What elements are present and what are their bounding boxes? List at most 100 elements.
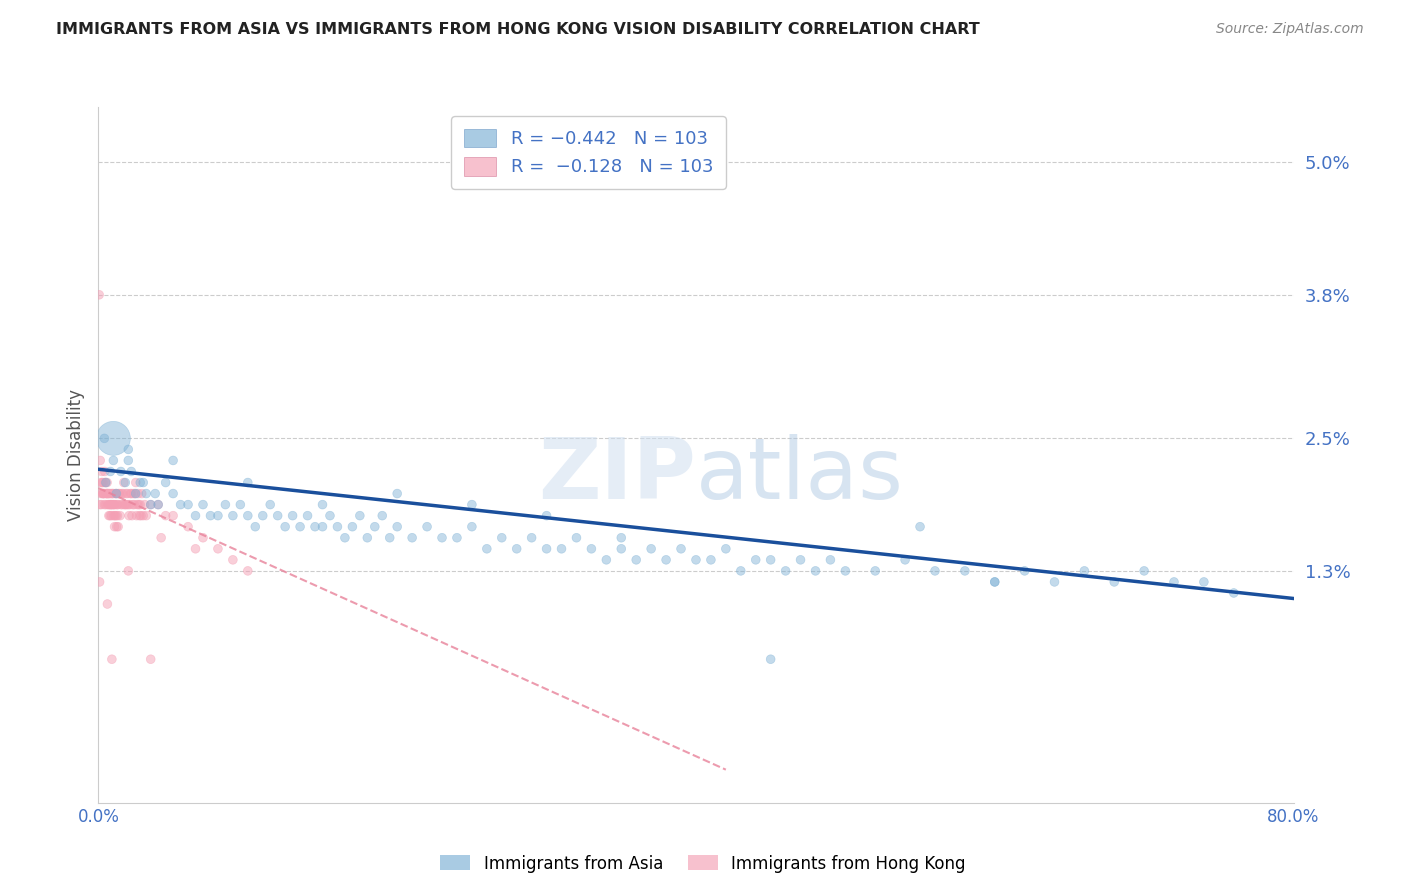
Point <box>364 519 387 533</box>
Point <box>1104 574 1126 589</box>
Point <box>536 508 558 523</box>
Point <box>105 498 128 512</box>
Point <box>139 498 162 512</box>
Point <box>236 508 259 523</box>
Point <box>108 486 131 500</box>
Point <box>685 553 707 567</box>
Point <box>117 442 139 457</box>
Point <box>127 498 149 512</box>
Point <box>89 498 111 512</box>
Point <box>132 475 155 490</box>
Point <box>103 498 125 512</box>
Point <box>714 541 737 556</box>
Point <box>139 652 162 666</box>
Point <box>117 498 139 512</box>
Point <box>124 486 146 500</box>
Point <box>1133 564 1156 578</box>
Point <box>112 486 135 500</box>
Point <box>90 465 112 479</box>
Point <box>108 508 131 523</box>
Point <box>97 498 120 512</box>
Point <box>139 498 162 512</box>
Point <box>110 486 132 500</box>
Point <box>700 553 723 567</box>
Point <box>491 531 513 545</box>
Point <box>93 431 115 445</box>
Point <box>96 486 118 500</box>
Point <box>953 564 976 578</box>
Point <box>91 475 114 490</box>
Point <box>90 475 112 490</box>
Point <box>93 486 115 500</box>
Point <box>143 486 166 500</box>
Legend: R = −0.442   N = 103, R =  −0.128   N = 103: R = −0.442 N = 103, R = −0.128 N = 103 <box>451 116 725 189</box>
Point <box>446 531 468 545</box>
Point <box>121 498 143 512</box>
Point <box>97 508 120 523</box>
Point <box>214 498 236 512</box>
Point <box>117 564 139 578</box>
Point <box>104 486 127 500</box>
Point <box>104 498 127 512</box>
Point <box>820 553 842 567</box>
Point <box>1073 564 1095 578</box>
Point <box>94 475 117 490</box>
Point <box>259 498 281 512</box>
Point <box>91 486 114 500</box>
Point <box>134 498 156 512</box>
Point <box>125 508 148 523</box>
Point <box>1014 564 1036 578</box>
Point <box>120 486 142 500</box>
Point <box>105 508 128 523</box>
Point <box>908 519 931 533</box>
Point <box>536 541 558 556</box>
Point <box>122 486 145 500</box>
Point <box>93 486 115 500</box>
Point <box>520 531 543 545</box>
Point <box>200 508 222 523</box>
Point <box>117 453 139 467</box>
Point <box>385 486 409 500</box>
Point <box>150 531 173 545</box>
Point <box>114 475 136 490</box>
Point <box>759 652 782 666</box>
Point <box>114 498 136 512</box>
Point <box>101 486 124 500</box>
Point <box>117 486 139 500</box>
Point <box>252 508 274 523</box>
Point <box>669 541 692 556</box>
Y-axis label: Vision Disability: Vision Disability <box>66 389 84 521</box>
Point <box>304 519 326 533</box>
Point <box>98 465 122 479</box>
Point <box>93 465 115 479</box>
Point <box>281 508 304 523</box>
Point <box>984 574 1007 589</box>
Point <box>129 498 152 512</box>
Point <box>101 486 124 500</box>
Point <box>229 498 252 512</box>
Point <box>96 486 118 500</box>
Point <box>132 508 155 523</box>
Point <box>162 453 184 467</box>
Point <box>127 486 149 500</box>
Point <box>98 486 121 500</box>
Point <box>110 498 132 512</box>
Point <box>184 508 207 523</box>
Point <box>96 475 118 490</box>
Point <box>111 498 134 512</box>
Point <box>177 498 200 512</box>
Point <box>128 498 150 512</box>
Point <box>105 486 128 500</box>
Point <box>155 508 177 523</box>
Point <box>610 541 633 556</box>
Point <box>640 541 662 556</box>
Point <box>162 486 184 500</box>
Point <box>745 553 768 567</box>
Point <box>96 486 118 500</box>
Point <box>94 475 117 490</box>
Point <box>430 531 453 545</box>
Point <box>90 498 112 512</box>
Point <box>581 541 603 556</box>
Point <box>94 498 117 512</box>
Point <box>115 498 138 512</box>
